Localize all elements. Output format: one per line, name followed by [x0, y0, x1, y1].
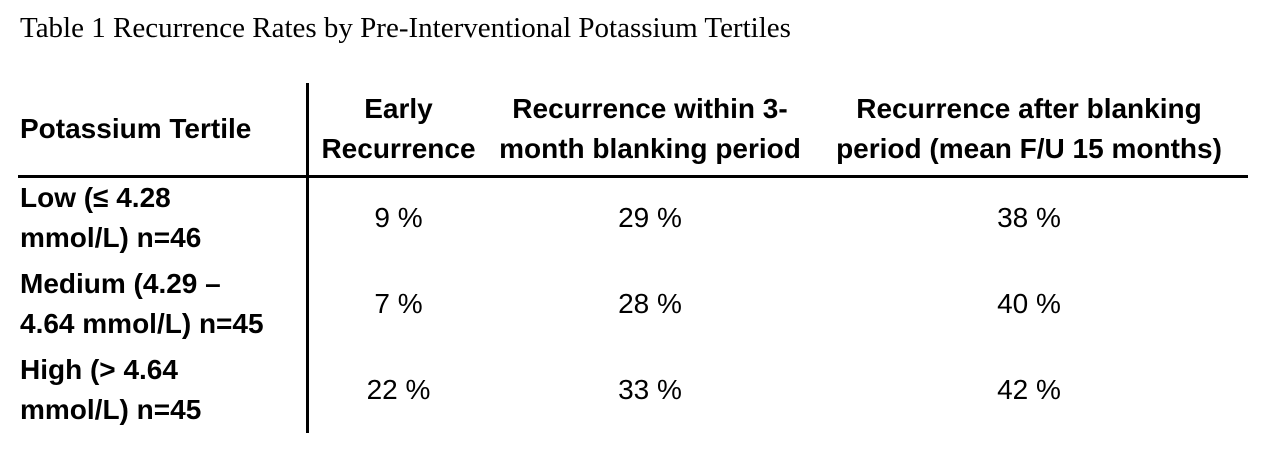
row-label-high-tertile: High (> 4.64 mmol/L) n=45	[18, 347, 307, 433]
table-vertical-rule	[306, 83, 309, 433]
column-header-text-line: Recurrence after blanking	[856, 93, 1202, 124]
column-header-text: Potassium Tertile	[20, 113, 252, 144]
value-low-after-blanking: 38 %	[997, 202, 1061, 233]
column-header-potassium-tertile: Potassium Tertile	[18, 83, 307, 175]
column-header-early-recurrence: Early Recurrence	[307, 83, 490, 175]
value-high-early-recurrence: 22 %	[366, 374, 431, 405]
value-low-early-recurrence: 9 %	[374, 202, 423, 233]
row-label-text-line: Medium (4.29 –	[20, 268, 221, 299]
row-label-text-line: 4.64 mmol/L) n=45	[20, 308, 264, 339]
column-header-text-line: Early	[364, 93, 433, 124]
row-label-medium-tertile: Medium (4.29 – 4.64 mmol/L) n=45	[18, 261, 307, 347]
value-medium-within-blanking: 28 %	[618, 288, 682, 319]
value-high-within-blanking: 33 %	[618, 374, 682, 405]
table-header-rule	[18, 175, 1248, 178]
value-low-within-blanking: 29 %	[618, 202, 682, 233]
value-medium-early-recurrence: 7 %	[374, 288, 423, 319]
column-header-text-line: Recurrence within 3-	[512, 93, 788, 124]
recurrence-table: Potassium Tertile Early Recurrence Recur…	[18, 83, 1248, 433]
column-header-text-line: period (mean F/U 15 months)	[836, 133, 1222, 164]
value-high-after-blanking: 42 %	[997, 374, 1061, 405]
value-medium-after-blanking: 40 %	[997, 288, 1061, 319]
row-label-low-tertile: Low (≤ 4.28 mmol/L) n=46	[18, 175, 307, 261]
row-label-text-line: mmol/L) n=46	[20, 222, 202, 253]
table-caption: Table 1 Recurrence Rates by Pre-Interven…	[20, 12, 791, 44]
row-label-text-line: High (> 4.64	[20, 354, 178, 385]
column-header-text-line: month blanking period	[499, 133, 801, 164]
row-label-text-line: mmol/L) n=45	[20, 394, 202, 425]
column-header-recurrence-after-blanking: Recurrence after blanking period (mean F…	[810, 83, 1248, 175]
row-label-text-line: Low (≤ 4.28	[20, 182, 171, 213]
column-header-recurrence-within-blanking: Recurrence within 3- month blanking peri…	[490, 83, 810, 175]
column-header-text-line: Recurrence	[321, 133, 476, 164]
